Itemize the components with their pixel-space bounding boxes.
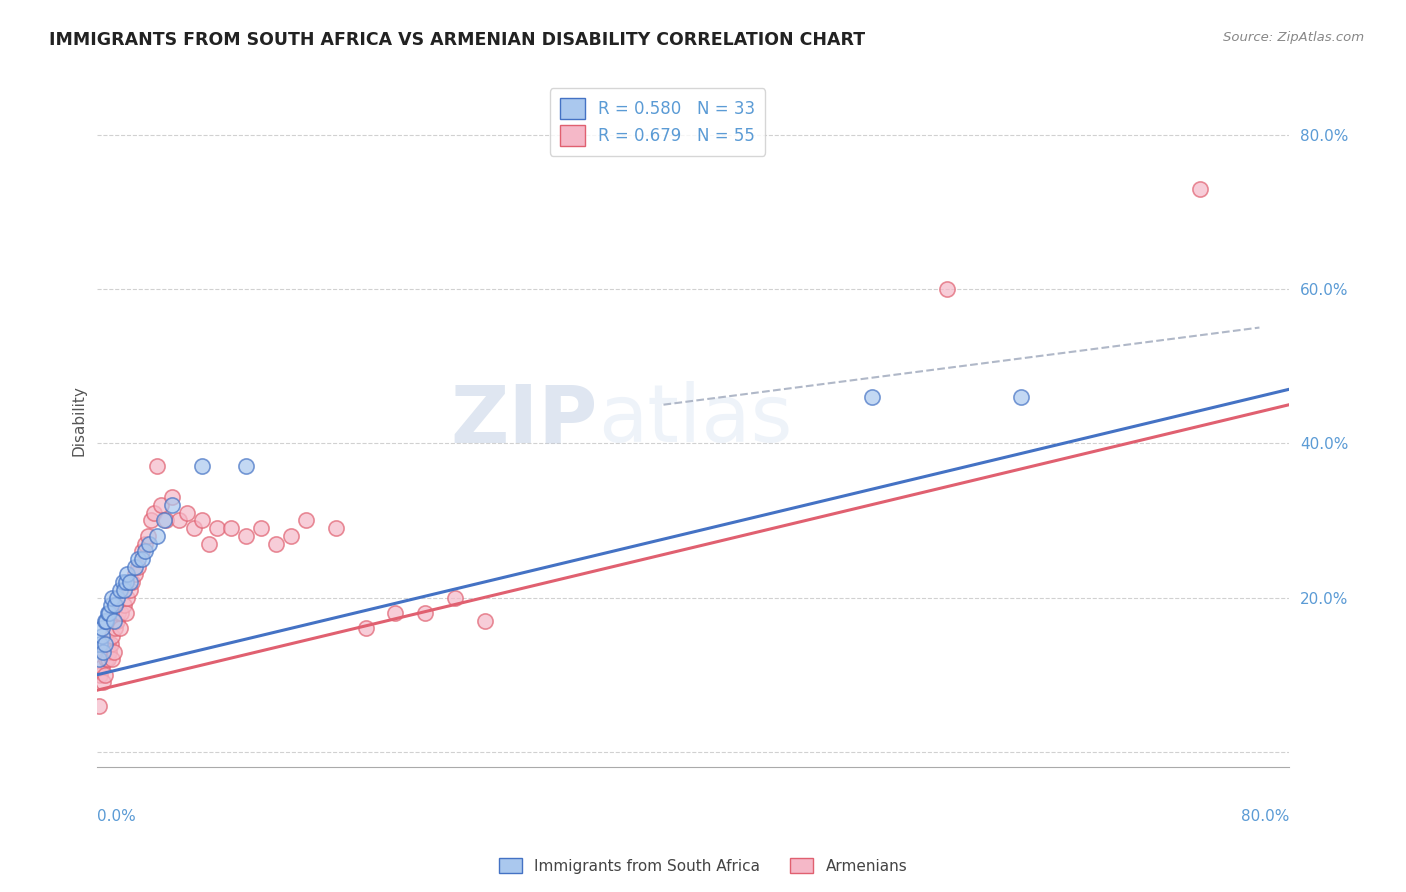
Point (90, 621, 112, 635)
Legend: R = 0.580   N = 33, R = 0.679   N = 55: R = 0.580 N = 33, R = 0.679 N = 55 (550, 88, 765, 155)
Point (139, 513, 162, 527)
Point (235, 529, 257, 543)
Point (221, 521, 243, 535)
Point (134, 536, 156, 550)
Point (120, 575, 142, 590)
Point (250, 521, 273, 535)
Point (91, 644, 114, 658)
Point (112, 599, 135, 613)
Point (105, 591, 128, 605)
Point (91, 675, 114, 690)
Point (935, 282, 957, 296)
Point (198, 536, 221, 550)
Point (107, 606, 129, 620)
Point (295, 513, 318, 527)
Point (153, 513, 176, 527)
Point (124, 559, 146, 574)
Point (115, 591, 138, 605)
Point (104, 599, 127, 613)
Point (474, 614, 496, 628)
Point (131, 544, 153, 558)
Point (444, 591, 467, 605)
Point (96, 652, 118, 666)
Point (89, 667, 111, 681)
Y-axis label: Disability: Disability (72, 384, 86, 456)
Point (138, 536, 160, 550)
Point (89, 637, 111, 651)
Text: atlas: atlas (598, 381, 793, 459)
Point (190, 513, 212, 527)
Point (108, 621, 131, 635)
Point (160, 498, 183, 512)
Point (94, 644, 117, 658)
Point (97, 652, 120, 666)
Point (101, 652, 124, 666)
Text: 0.0%: 0.0% (97, 809, 136, 824)
Point (90, 629, 112, 643)
Point (384, 606, 406, 620)
Point (105, 614, 128, 628)
Point (155, 513, 177, 527)
Point (124, 567, 146, 582)
Point (183, 521, 205, 535)
Point (860, 390, 883, 404)
Point (160, 490, 183, 504)
Point (121, 575, 143, 590)
Point (190, 459, 212, 474)
Point (143, 506, 166, 520)
Point (101, 591, 124, 605)
Point (146, 459, 169, 474)
Point (97, 637, 120, 651)
Point (134, 544, 156, 558)
Point (127, 552, 149, 566)
Text: ZIP: ZIP (451, 381, 598, 459)
Point (97, 606, 120, 620)
Point (87, 652, 110, 666)
Point (354, 621, 377, 635)
Point (87, 698, 110, 713)
Point (94, 614, 117, 628)
Point (1188, 182, 1211, 196)
Point (127, 559, 149, 574)
Point (136, 529, 159, 543)
Point (325, 521, 347, 535)
Legend: Immigrants from South Africa, Armenians: Immigrants from South Africa, Armenians (492, 852, 914, 880)
Point (235, 459, 257, 474)
Point (150, 498, 173, 512)
Point (94, 667, 117, 681)
Point (100, 637, 122, 651)
Point (1010, 390, 1032, 404)
Point (146, 529, 169, 543)
Point (98, 606, 121, 620)
Text: IMMIGRANTS FROM SOUTH AFRICA VS ARMENIAN DISABILITY CORRELATION CHART: IMMIGRANTS FROM SOUTH AFRICA VS ARMENIAN… (49, 31, 865, 49)
Point (103, 614, 125, 628)
Point (264, 536, 287, 550)
Text: 80.0%: 80.0% (1241, 809, 1289, 824)
Point (115, 567, 138, 582)
Point (120, 582, 142, 597)
Point (205, 521, 228, 535)
Point (103, 644, 125, 658)
Point (131, 552, 153, 566)
Point (280, 529, 302, 543)
Point (114, 575, 136, 590)
Point (96, 614, 118, 628)
Point (114, 606, 136, 620)
Point (108, 582, 131, 597)
Point (112, 582, 135, 597)
Point (100, 599, 122, 613)
Point (111, 575, 134, 590)
Point (176, 506, 198, 520)
Point (110, 606, 132, 620)
Text: Source: ZipAtlas.com: Source: ZipAtlas.com (1223, 31, 1364, 45)
Point (94, 637, 117, 651)
Point (104, 621, 127, 635)
Point (413, 606, 436, 620)
Point (169, 513, 191, 527)
Point (90, 660, 112, 674)
Point (98, 644, 121, 658)
Point (101, 629, 124, 643)
